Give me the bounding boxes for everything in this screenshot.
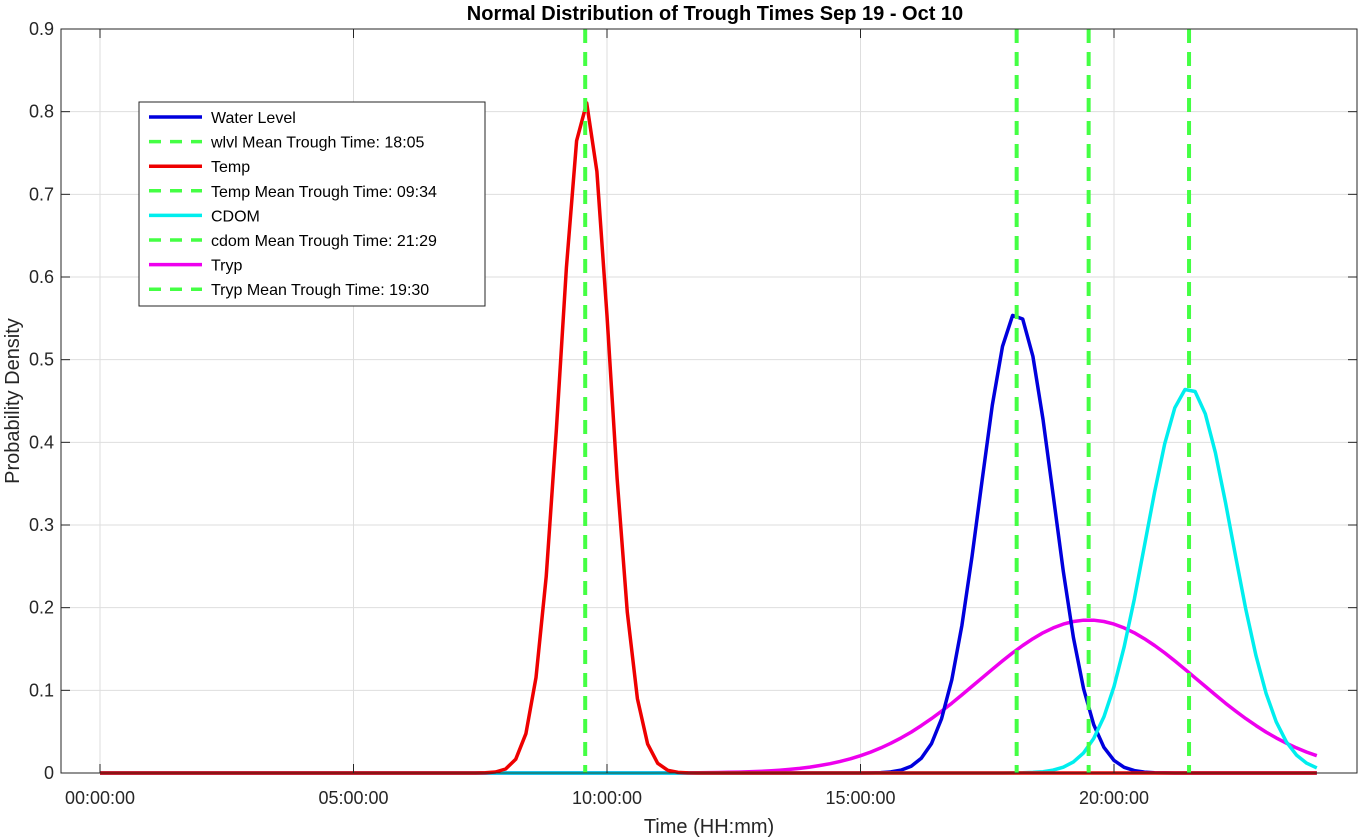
grid-lines [61, 29, 1357, 773]
legend: Water Level wlvl Mean Trough Time: 18:05 T… [138, 101, 486, 307]
legend-box [138, 101, 486, 307]
legend-label-temp-mean: Temp Mean Trough Time: 09:34 [211, 184, 437, 201]
chart-title: Normal Distribution of Trough Times Sep … [467, 3, 963, 25]
y-tick-label: 0.7 [29, 184, 54, 204]
y-tick-label: 0.3 [29, 515, 54, 535]
x-tick-label: 10:00:00 [572, 788, 642, 808]
x-tick-label: 00:00:00 [65, 788, 135, 808]
legend-label-wlvl-mean: wlvl Mean Trough Time: 18:05 [210, 135, 425, 152]
x-axis-label: Time (HH:mm) [644, 816, 774, 838]
y-tick-label: 0.4 [29, 432, 54, 452]
y-axis-label: Probability Density [2, 318, 24, 484]
y-tick-label: 0.2 [29, 598, 54, 618]
legend-label-cdom: CDOM [211, 208, 260, 225]
legend-label-tryp: Tryp [211, 258, 243, 275]
axis-ticks: 00:00:00 05:00:00 10:00:00 15:00:00 20:00:00… [29, 19, 1357, 808]
legend-label-temp: Temp [211, 159, 250, 176]
x-tick-label: 05:00:00 [318, 788, 388, 808]
y-tick-label: 0.1 [29, 680, 54, 700]
y-tick-label: 0.6 [29, 267, 54, 287]
y-tick-label: 0.9 [29, 19, 54, 39]
x-tick-label: 15:00:00 [825, 788, 895, 808]
y-tick-label: 0.5 [29, 350, 54, 370]
x-tick-label: 20:00:00 [1079, 788, 1149, 808]
legend-label-cdom-mean: cdom Mean Trough Time: 21:29 [211, 233, 437, 250]
y-tick-label: 0.8 [29, 102, 54, 122]
legend-label-water-level: Water Level [211, 110, 296, 127]
plot-frame [60, 28, 1358, 774]
y-tick-label: 0 [44, 763, 54, 783]
legend-label-tryp-mean: Tryp Mean Trough Time: 19:30 [211, 282, 429, 299]
